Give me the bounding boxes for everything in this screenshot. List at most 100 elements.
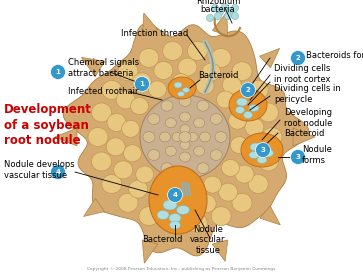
Text: Dividing cells in
pericycle: Dividing cells in pericycle (274, 84, 341, 104)
Ellipse shape (215, 132, 227, 142)
Ellipse shape (187, 41, 207, 60)
Text: Nodule
forms: Nodule forms (302, 145, 332, 165)
Ellipse shape (139, 48, 159, 67)
Polygon shape (260, 206, 280, 225)
Ellipse shape (202, 63, 221, 81)
Ellipse shape (222, 76, 241, 94)
Ellipse shape (91, 103, 111, 122)
Polygon shape (212, 12, 228, 35)
Ellipse shape (169, 213, 181, 222)
Ellipse shape (161, 101, 173, 111)
Text: Dividing cells
in root cortex: Dividing cells in root cortex (274, 64, 330, 84)
Ellipse shape (102, 175, 122, 193)
Ellipse shape (219, 183, 238, 201)
Polygon shape (293, 128, 315, 146)
Ellipse shape (229, 112, 246, 129)
Ellipse shape (250, 143, 262, 151)
Ellipse shape (166, 118, 176, 128)
Ellipse shape (249, 104, 259, 112)
Ellipse shape (131, 98, 148, 115)
Ellipse shape (210, 114, 222, 124)
Text: Developing
root nodule: Developing root nodule (284, 108, 333, 128)
Ellipse shape (262, 127, 282, 147)
Ellipse shape (114, 161, 133, 179)
Ellipse shape (245, 118, 264, 136)
Circle shape (50, 64, 65, 79)
Ellipse shape (244, 142, 263, 161)
Text: Nodule
vascular
tissue: Nodule vascular tissue (190, 225, 226, 255)
Polygon shape (55, 128, 77, 146)
Ellipse shape (178, 92, 184, 96)
Ellipse shape (159, 132, 171, 142)
Ellipse shape (88, 127, 108, 147)
Text: 4: 4 (56, 169, 61, 175)
Circle shape (232, 4, 238, 12)
Ellipse shape (122, 120, 140, 137)
Text: Chemical signals
attract bacteria: Chemical signals attract bacteria (68, 58, 139, 78)
Ellipse shape (248, 175, 268, 193)
Ellipse shape (229, 89, 267, 121)
Ellipse shape (232, 62, 252, 81)
Ellipse shape (235, 165, 254, 183)
Text: 3: 3 (261, 147, 265, 153)
Ellipse shape (118, 62, 138, 81)
Ellipse shape (143, 132, 155, 142)
Circle shape (135, 76, 150, 92)
Text: Bacteroid: Bacteroid (198, 72, 238, 81)
Ellipse shape (232, 193, 252, 212)
Ellipse shape (172, 133, 182, 141)
Ellipse shape (174, 82, 182, 88)
Polygon shape (83, 198, 105, 216)
Ellipse shape (179, 168, 191, 178)
Ellipse shape (129, 180, 148, 198)
Ellipse shape (211, 207, 231, 226)
Circle shape (50, 164, 65, 179)
Text: Rhizobium: Rhizobium (196, 0, 240, 7)
Circle shape (215, 13, 221, 19)
Ellipse shape (236, 107, 245, 113)
Ellipse shape (258, 103, 278, 122)
Ellipse shape (193, 118, 205, 128)
Ellipse shape (178, 58, 197, 76)
Ellipse shape (237, 95, 256, 113)
Ellipse shape (249, 152, 259, 158)
Text: bacteria: bacteria (201, 5, 235, 15)
Ellipse shape (216, 91, 234, 108)
Ellipse shape (244, 112, 253, 118)
Ellipse shape (156, 180, 174, 197)
Circle shape (224, 13, 232, 19)
Circle shape (290, 50, 306, 65)
Ellipse shape (179, 96, 191, 106)
Ellipse shape (149, 166, 207, 234)
Ellipse shape (102, 81, 122, 99)
Text: Bacteroid: Bacteroid (284, 129, 325, 138)
Ellipse shape (107, 113, 126, 132)
Ellipse shape (168, 77, 196, 99)
Text: Bacteroid: Bacteroid (142, 235, 182, 244)
Ellipse shape (257, 156, 267, 164)
Polygon shape (142, 13, 158, 35)
Polygon shape (81, 57, 105, 77)
Ellipse shape (148, 150, 160, 160)
Ellipse shape (248, 81, 268, 99)
Polygon shape (212, 240, 228, 261)
Circle shape (221, 4, 228, 10)
Ellipse shape (180, 141, 190, 150)
Ellipse shape (106, 138, 125, 156)
Text: Bacteroids form: Bacteroids form (306, 50, 363, 59)
Ellipse shape (149, 193, 168, 211)
Ellipse shape (176, 206, 189, 215)
Ellipse shape (221, 159, 240, 176)
Ellipse shape (139, 207, 159, 226)
Text: Infected roothair: Infected roothair (68, 87, 139, 96)
Ellipse shape (123, 145, 142, 162)
Ellipse shape (172, 74, 190, 91)
Ellipse shape (179, 152, 191, 162)
Ellipse shape (197, 195, 216, 213)
Ellipse shape (231, 137, 248, 154)
Text: 4: 4 (172, 192, 178, 198)
Ellipse shape (154, 61, 173, 79)
Ellipse shape (179, 132, 191, 142)
Polygon shape (260, 48, 280, 68)
Ellipse shape (183, 87, 189, 93)
